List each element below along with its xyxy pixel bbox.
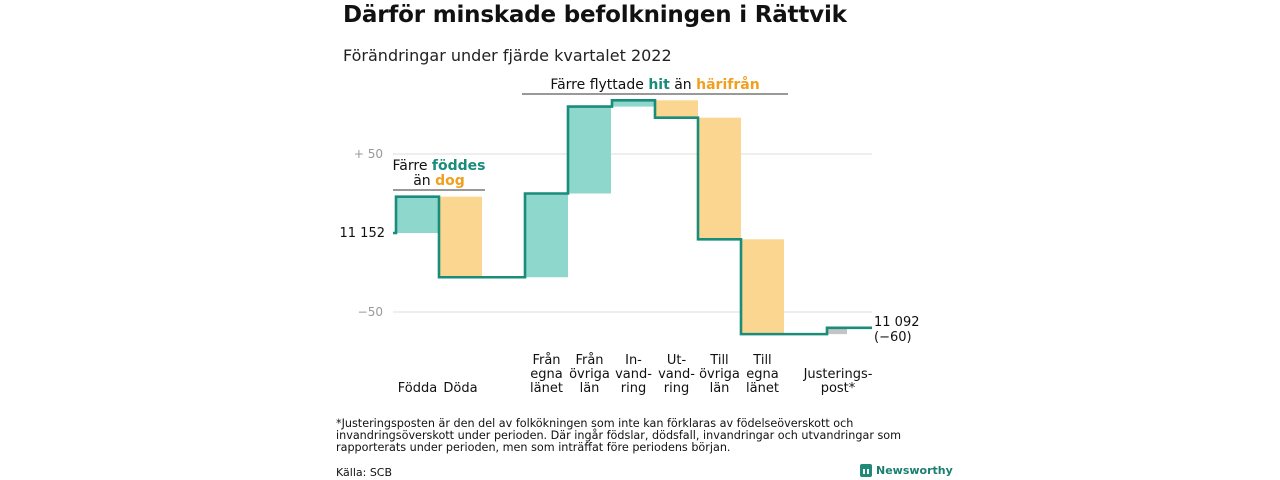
bar-6	[698, 117, 741, 240]
annotation-text: än	[413, 173, 435, 189]
category-label: Döda	[443, 381, 477, 396]
annotation-text: Färre	[393, 158, 432, 174]
bar-5	[655, 100, 698, 118]
annotation-births-deaths-line2: än dog	[413, 173, 465, 189]
y-tick-label: −50	[358, 305, 383, 319]
annotation-highlight-in: hit	[648, 77, 670, 93]
brand-name: Newsworthy	[876, 464, 953, 477]
category-label: Från	[532, 353, 560, 368]
end-value-label: 11 092	[874, 315, 920, 330]
category-label: län	[710, 381, 730, 396]
category-label: egna	[530, 367, 562, 382]
category-label: länet	[530, 381, 563, 396]
annotation-highlight-out: härifrån	[696, 76, 760, 93]
brand-logo[interactable]: Newsworthy	[860, 464, 953, 477]
step-line	[393, 98, 872, 336]
start-value-label: 11 152	[340, 226, 386, 241]
category-label: Födda	[398, 381, 437, 396]
annotation-highlight-in: föddes	[432, 158, 486, 174]
bar-3	[568, 106, 611, 194]
category-label: Ut-	[667, 353, 687, 368]
category-label: post*	[821, 381, 856, 396]
bar-0	[396, 196, 439, 233]
annotation-text: än	[670, 77, 696, 93]
category-label: Till	[709, 353, 728, 368]
category-label: övriga	[699, 367, 740, 382]
bar-4	[612, 100, 655, 107]
annotation-text: Färre flyttade	[550, 77, 648, 93]
category-label: länet	[746, 381, 779, 396]
annotation-highlight-out: dog	[435, 173, 465, 189]
bar-1	[439, 196, 482, 278]
bar-8	[827, 327, 847, 335]
newsworthy-logo-icon	[860, 464, 872, 477]
source-note: Källa: SCB	[336, 466, 393, 479]
bar-7	[741, 239, 784, 335]
category-label: Till	[752, 353, 771, 368]
annotation-migration: Färre flyttade hit än härifrån	[550, 76, 759, 93]
category-label: övriga	[569, 367, 610, 382]
annotation-births-deaths-line1: Färre föddes	[393, 158, 486, 174]
category-label: In-	[625, 353, 642, 368]
category-label: Justerings-	[803, 367, 873, 382]
category-label: egna	[746, 367, 778, 382]
category-label: vand-	[615, 367, 652, 382]
chart-subtitle: Förändringar under fjärde kvartalet 2022	[343, 46, 672, 65]
category-label: ring	[664, 381, 689, 396]
footnote: *Justeringsposten är den del av folkökni…	[336, 417, 902, 454]
bar-2	[525, 193, 568, 278]
category-label: län	[580, 381, 600, 396]
category-label: vand-	[658, 367, 695, 382]
chart-title: Därför minskade befolkningen i Rättvik	[343, 2, 847, 28]
end-change-label: (−60)	[874, 330, 912, 345]
category-label: ring	[621, 381, 646, 396]
y-tick-label: + 50	[354, 147, 383, 161]
category-label: Från	[575, 353, 603, 368]
